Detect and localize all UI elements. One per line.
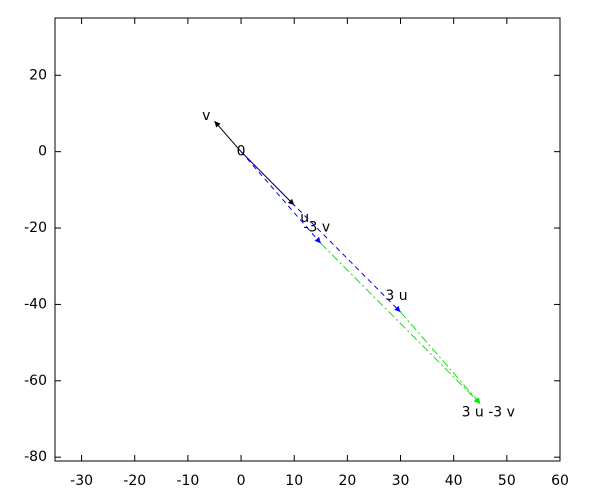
x-tick-label: -20 [123, 473, 146, 489]
vector-label: 3 u -3 v [462, 405, 515, 421]
x-tick-label: 20 [338, 473, 356, 489]
vector-label: u [300, 210, 309, 226]
x-tick-label: -10 [176, 473, 199, 489]
vector-arrow [320, 242, 481, 405]
origin-label: 0 [237, 144, 246, 160]
y-tick-label: -20 [24, 220, 47, 236]
y-tick-label: -60 [24, 373, 47, 389]
x-tick-label: 50 [498, 473, 516, 489]
vector-label: -3 v [303, 219, 330, 235]
y-tick-label: 20 [29, 67, 47, 83]
y-tick-label: -80 [24, 449, 47, 465]
x-tick-label: 30 [392, 473, 410, 489]
x-tick-label: 40 [445, 473, 463, 489]
x-tick-label: 0 [237, 473, 246, 489]
vector-label: v [202, 108, 210, 124]
vector-arrow [214, 120, 242, 152]
vector-label: 3 u [385, 288, 407, 304]
y-tick-label: 0 [38, 144, 47, 160]
vector-arrow [240, 151, 401, 313]
x-tick-label: 60 [551, 473, 569, 489]
x-tick-label: -30 [70, 473, 93, 489]
x-tick-label: 10 [285, 473, 303, 489]
vector-segment [400, 311, 481, 405]
vector-arrow [240, 151, 322, 244]
plot-frame [54, 17, 561, 462]
y-tick-label: -40 [24, 296, 47, 312]
